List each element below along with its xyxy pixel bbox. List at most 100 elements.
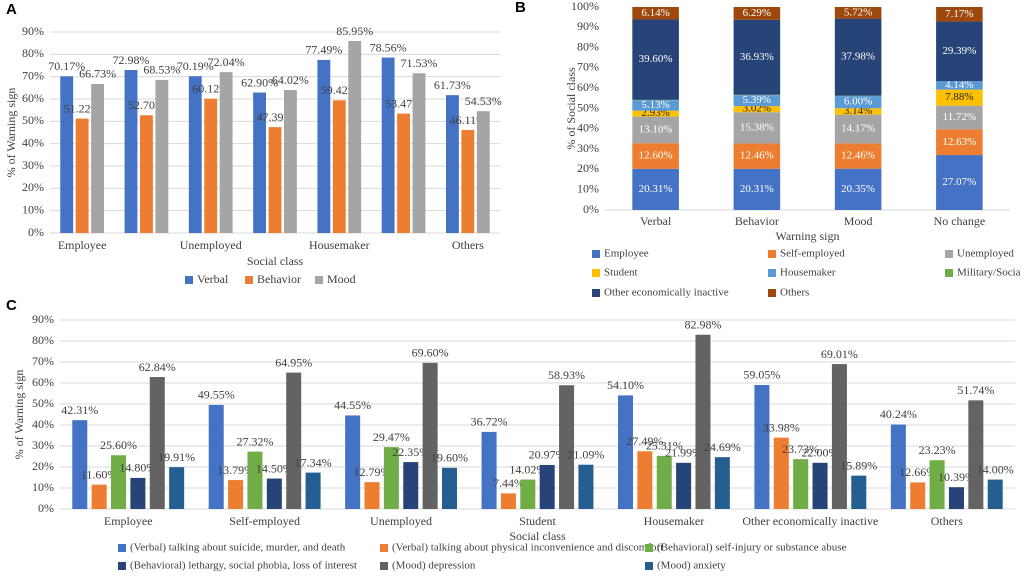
bar-segment — [733, 95, 781, 107]
bar — [228, 480, 244, 509]
bar — [345, 415, 361, 509]
bar — [130, 477, 146, 509]
x-tick-label: Self-employed — [229, 515, 300, 528]
x-tick-label-box: Other economically inactive — [742, 515, 879, 528]
x-tick-label: Other economically inactive — [742, 515, 879, 528]
x-tick-label: Employee — [103, 515, 153, 528]
bar — [637, 451, 653, 509]
bar — [754, 384, 770, 509]
bar — [188, 76, 202, 233]
legend-swatch — [768, 289, 776, 297]
value-label: 77.49% — [305, 43, 342, 57]
legend-swatch — [118, 562, 126, 570]
legend-swatch — [768, 269, 776, 277]
y-tick-label: 30% — [32, 438, 54, 452]
legend-label: Employee — [604, 248, 649, 260]
value-label: 20.31% — [639, 183, 673, 195]
bar — [111, 455, 127, 509]
value-label: 39.60% — [639, 53, 673, 65]
y-tick-label: 50% — [577, 100, 599, 114]
value-label: 14.02% — [509, 462, 546, 476]
bar — [381, 57, 395, 233]
bar — [890, 424, 906, 509]
legend-swatch — [315, 276, 323, 284]
bar-segment — [936, 89, 983, 106]
legend-swatch — [380, 562, 388, 570]
value-label: 12.63% — [942, 136, 976, 148]
y-tick-label: 30% — [577, 141, 599, 155]
y-tick-label: 70% — [22, 68, 44, 82]
value-label: 19.91% — [158, 450, 195, 464]
value-label: 61.73% — [434, 78, 471, 92]
value-label: 27.32% — [236, 434, 273, 448]
bar — [412, 73, 426, 233]
value-label: 72.04% — [208, 55, 245, 69]
legend-label: Student — [604, 267, 638, 279]
chart-panel: C 0% 10% 20% 30% 40% 50% 60% 70% 80% 90% % of Warni… — [6, 297, 1015, 572]
value-label: 4.14% — [945, 79, 973, 91]
x-tick-label-box: Employee — [103, 515, 153, 528]
y-tick-label: 70% — [577, 60, 599, 74]
bar — [155, 79, 169, 233]
x-tick-label: Employee — [58, 238, 107, 252]
y-tick-label: 10% — [32, 480, 54, 494]
bar — [500, 493, 516, 509]
bar-segment — [834, 108, 882, 115]
bar-segment — [936, 129, 983, 156]
bar — [208, 404, 224, 509]
y-axis-label: % of Warning sign — [4, 88, 18, 178]
value-label: 21.99% — [665, 446, 702, 460]
bar — [929, 460, 945, 509]
x-tick-label: Mood — [844, 214, 873, 228]
value-label: 20.97% — [529, 448, 566, 462]
bar — [422, 362, 438, 509]
legend-swatch — [245, 276, 253, 284]
y-tick-label: 100% — [571, 0, 599, 13]
legend-swatch — [592, 250, 600, 258]
value-label: 29.39% — [942, 45, 976, 57]
value-label: 7.44% — [493, 476, 524, 490]
bar-segment — [733, 7, 781, 20]
y-tick-label: 80% — [32, 333, 54, 347]
value-label: 20.35% — [841, 183, 875, 195]
y-axis-label: % of Social class — [564, 67, 578, 150]
x-tick-label-box: Self-employed — [229, 515, 300, 528]
value-label: 82.98% — [684, 317, 721, 331]
bar — [695, 334, 711, 509]
bar — [446, 95, 459, 234]
bar-segment — [834, 7, 882, 19]
value-label: 62.90% — [241, 75, 278, 89]
bar — [948, 487, 964, 509]
legend-swatch — [645, 562, 653, 570]
bar — [72, 420, 88, 509]
bar — [204, 98, 218, 234]
bar — [305, 472, 321, 509]
panel-label: C — [6, 297, 17, 314]
legend-label: Self-employed — [780, 248, 845, 260]
legend-label: Housemaker — [780, 267, 836, 279]
y-axis-label: % of Warning sign — [12, 370, 26, 460]
y-tick-label: 20% — [577, 161, 599, 175]
x-tick-label: Housemaker — [643, 515, 705, 528]
bar — [332, 100, 346, 233]
value-label: 6.14% — [641, 7, 669, 19]
value-label: 69.01% — [821, 347, 858, 361]
bar-segment — [834, 114, 882, 144]
legend-label: Behavior — [257, 272, 301, 286]
value-label: 23.23% — [919, 443, 956, 457]
bar — [286, 372, 302, 509]
bar-segment — [632, 100, 679, 111]
y-tick-label: 60% — [22, 91, 44, 105]
value-label: 14.17% — [841, 123, 875, 135]
value-label: 12.79% — [354, 465, 391, 479]
y-tick-label: 90% — [577, 19, 599, 33]
y-tick-label: 60% — [32, 375, 54, 389]
value-label: 51.74% — [957, 383, 994, 397]
y-tick-label: 0% — [583, 202, 599, 216]
x-tick-label: Student — [519, 515, 556, 528]
y-tick-label: 80% — [577, 39, 599, 53]
bar-segment — [632, 143, 679, 169]
value-label: 40.24% — [880, 407, 917, 421]
value-label: 69.60% — [412, 346, 449, 360]
bar — [812, 462, 828, 509]
